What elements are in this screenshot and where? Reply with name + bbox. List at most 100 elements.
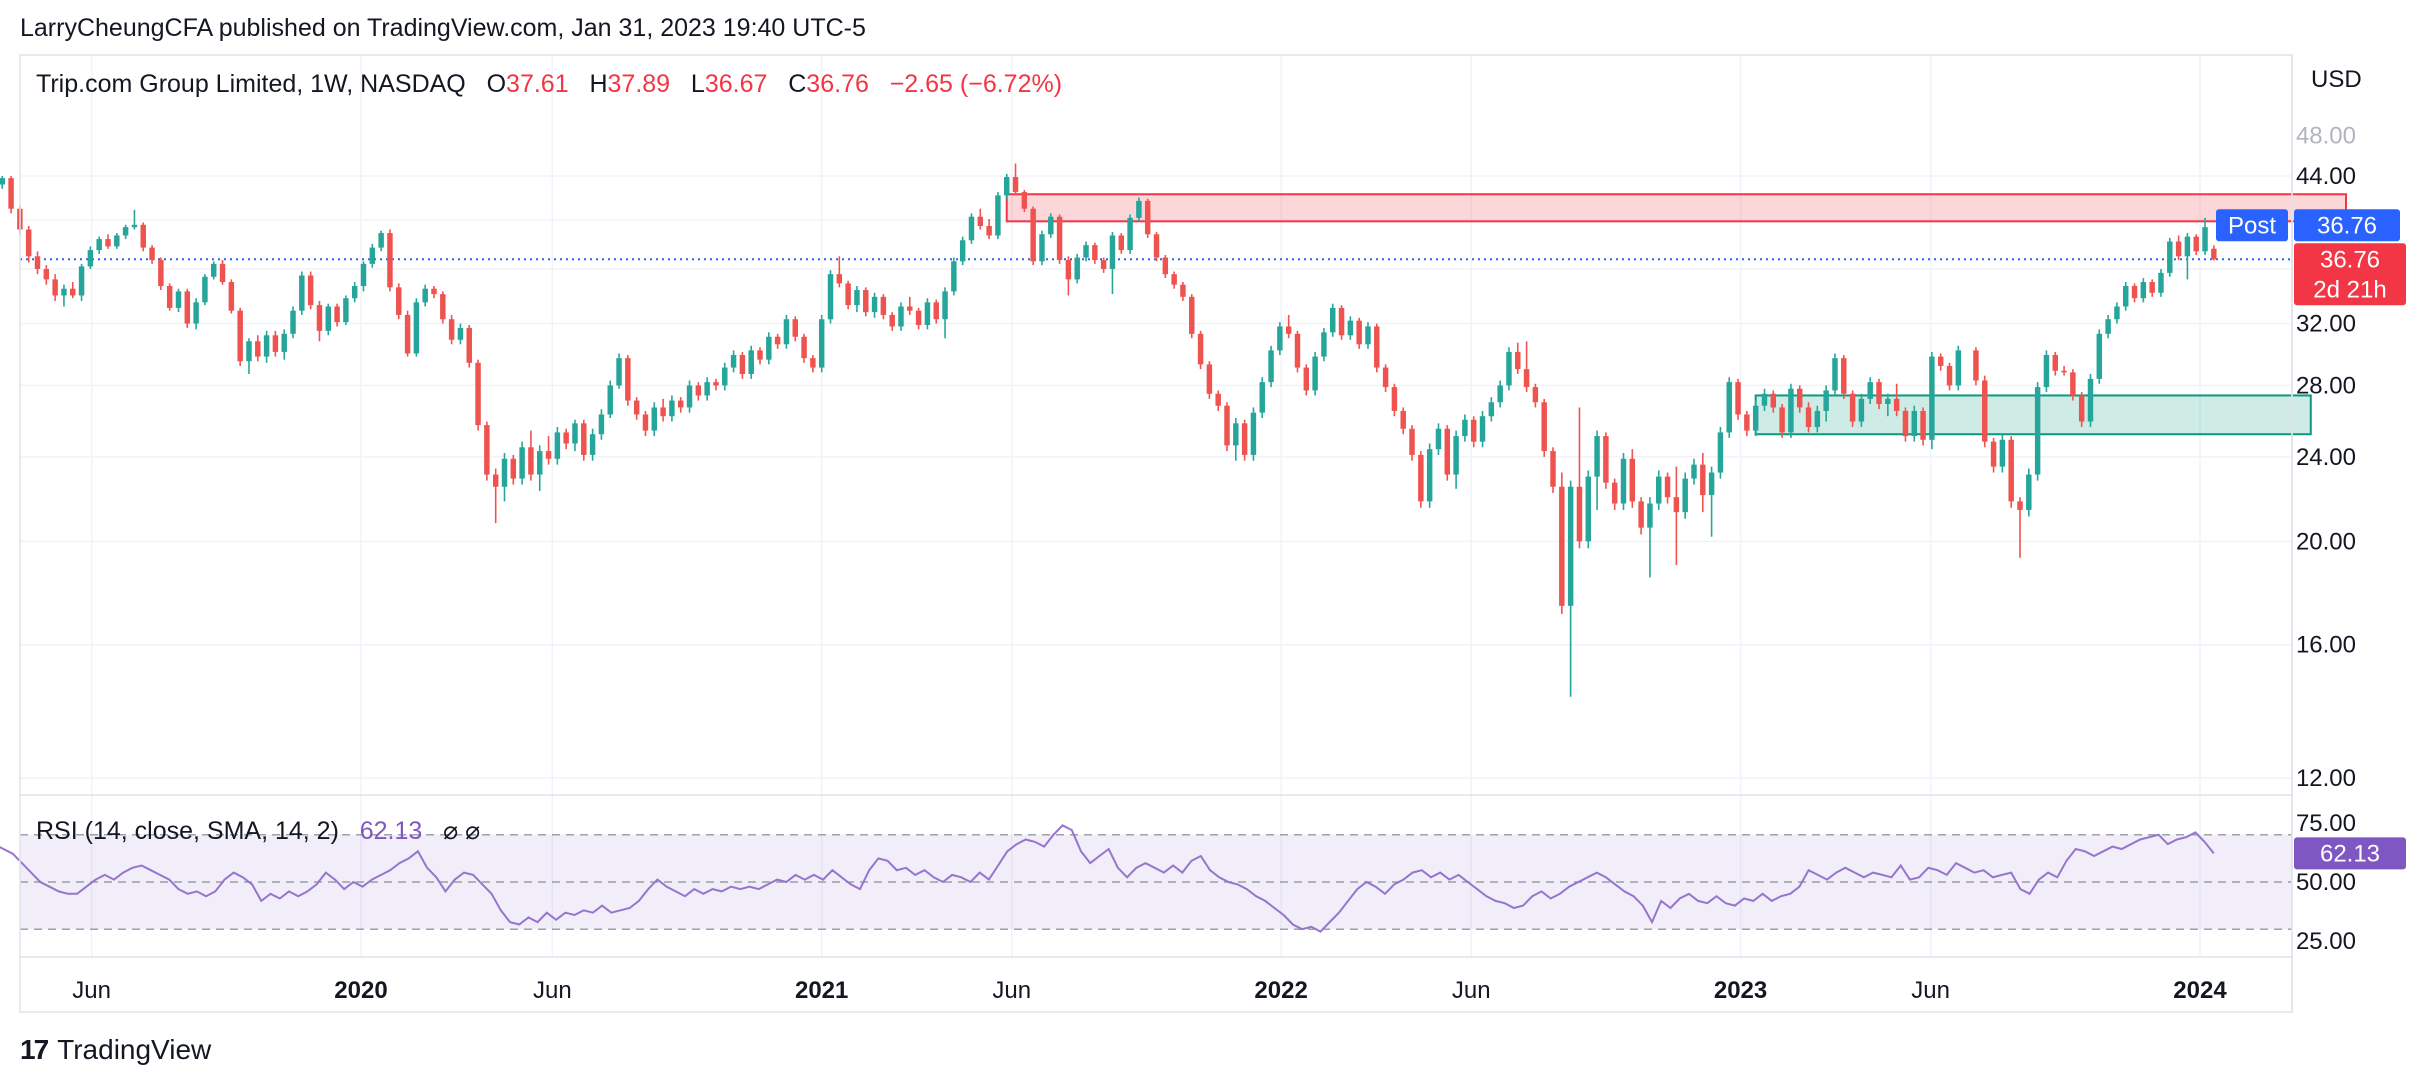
- price-tick-label: 20.00: [2296, 528, 2356, 555]
- candle-body: [1955, 350, 1962, 386]
- high-value: 37.89: [607, 70, 671, 98]
- candle: [1726, 377, 1732, 438]
- candle: [1832, 353, 1838, 396]
- candle: [149, 245, 155, 264]
- candle-body: [783, 319, 790, 345]
- price-tick-label: 24.00: [2296, 444, 2356, 471]
- candle: [1814, 405, 1821, 433]
- candle: [1470, 416, 1477, 448]
- candle: [907, 296, 913, 315]
- candle: [96, 236, 102, 254]
- candle-body: [1426, 449, 1433, 502]
- rsi-label[interactable]: RSI (14, close, SMA, 14, 2): [36, 817, 339, 845]
- candle-body: [1726, 382, 1732, 433]
- candle-body: [1012, 177, 1019, 193]
- candle-body: [131, 224, 138, 228]
- time-axis[interactable]: Jun 2020 Jun 2021 Jun 2022 Jun 2023 Jun 2024: [72, 977, 2227, 1004]
- currency-label[interactable]: USD: [2311, 66, 2362, 93]
- candle: [669, 395, 675, 422]
- candle: [924, 298, 931, 330]
- candle: [2140, 278, 2147, 303]
- candle: [1374, 323, 1380, 373]
- post-price-tag: Post 36.76: [2216, 209, 2400, 242]
- candle-body: [2131, 286, 2138, 299]
- candle-body: [1911, 410, 1918, 437]
- candle: [52, 274, 58, 301]
- candle: [748, 345, 754, 379]
- last-price-value: 36.76: [2320, 246, 2380, 273]
- candle-body: [1030, 208, 1036, 262]
- candle-body: [2211, 248, 2217, 260]
- price-tick-label: 12.00: [2296, 765, 2356, 792]
- footer: 17 TradingView: [20, 1034, 211, 1066]
- candle: [2043, 350, 2050, 393]
- candle-body: [669, 400, 675, 417]
- symbol-legend: Trip.com Group Limited, 1W, NASDAQ O37.6…: [36, 70, 1062, 99]
- rsi-visibility-icons[interactable]: ⌀ ⌀: [443, 817, 481, 845]
- candle: [1550, 447, 1556, 493]
- candle-body: [1876, 382, 1882, 404]
- candle-body: [2026, 474, 2032, 510]
- candle: [2193, 234, 2199, 256]
- candle: [1030, 206, 1036, 266]
- candle: [1118, 233, 1125, 254]
- candle-body: [915, 310, 922, 326]
- candle: [545, 436, 552, 465]
- candle: [1673, 466, 1680, 566]
- candle: [219, 260, 226, 285]
- candle-body: [1973, 350, 1979, 381]
- candle-body: [2087, 378, 2094, 422]
- candle-body: [633, 400, 640, 415]
- candle-body: [1250, 412, 1257, 455]
- candle-body: [1717, 432, 1724, 473]
- candle-body: [1735, 382, 1741, 415]
- candle: [166, 283, 173, 311]
- candle: [1250, 407, 1257, 461]
- candle: [2149, 279, 2155, 297]
- candle: [413, 298, 420, 357]
- price-tick-label: 44.00: [2296, 163, 2356, 190]
- candle-body: [378, 233, 384, 248]
- rsi-axis: 75.00 50.00 25.00: [2296, 810, 2356, 955]
- candle: [34, 251, 41, 275]
- candle: [1048, 213, 1054, 238]
- post-label: Post: [2228, 212, 2276, 239]
- candle: [1515, 342, 1521, 374]
- candle-body: [166, 286, 173, 308]
- candle: [1224, 402, 1230, 452]
- candle: [1083, 241, 1089, 262]
- candle-body: [607, 385, 613, 415]
- candle-body: [1885, 398, 1891, 404]
- candle-body: [1224, 405, 1230, 446]
- close-value: 36.76: [806, 70, 869, 98]
- candle: [1285, 314, 1292, 339]
- candle-body: [572, 423, 578, 444]
- candle: [1541, 398, 1547, 457]
- candle-body: [1003, 177, 1010, 196]
- candle: [1576, 407, 1583, 549]
- candle-body: [1356, 320, 1362, 345]
- bar-countdown: 2d 21h: [2313, 276, 2386, 303]
- candle: [307, 271, 314, 310]
- candle: [977, 208, 984, 230]
- candle: [440, 291, 446, 324]
- candle: [863, 287, 869, 317]
- candle: [8, 176, 14, 214]
- symbol-title[interactable]: Trip.com Group Limited, 1W, NASDAQ: [36, 70, 466, 98]
- candle-body: [43, 268, 50, 280]
- candle: [255, 335, 261, 362]
- candle: [1735, 378, 1741, 420]
- candle-body: [396, 287, 402, 315]
- candle: [396, 283, 402, 320]
- price-tags: Post 36.76 36.76 2d 21h 62.13: [2216, 209, 2406, 870]
- candle: [325, 303, 332, 336]
- candle-body: [8, 178, 14, 209]
- candle-body: [2034, 387, 2041, 475]
- candle-body: [598, 414, 605, 435]
- candle-body: [1321, 332, 1327, 357]
- candle-body: [34, 256, 41, 269]
- candle: [369, 243, 376, 268]
- candle-body: [1233, 423, 1239, 446]
- candle: [1532, 383, 1539, 408]
